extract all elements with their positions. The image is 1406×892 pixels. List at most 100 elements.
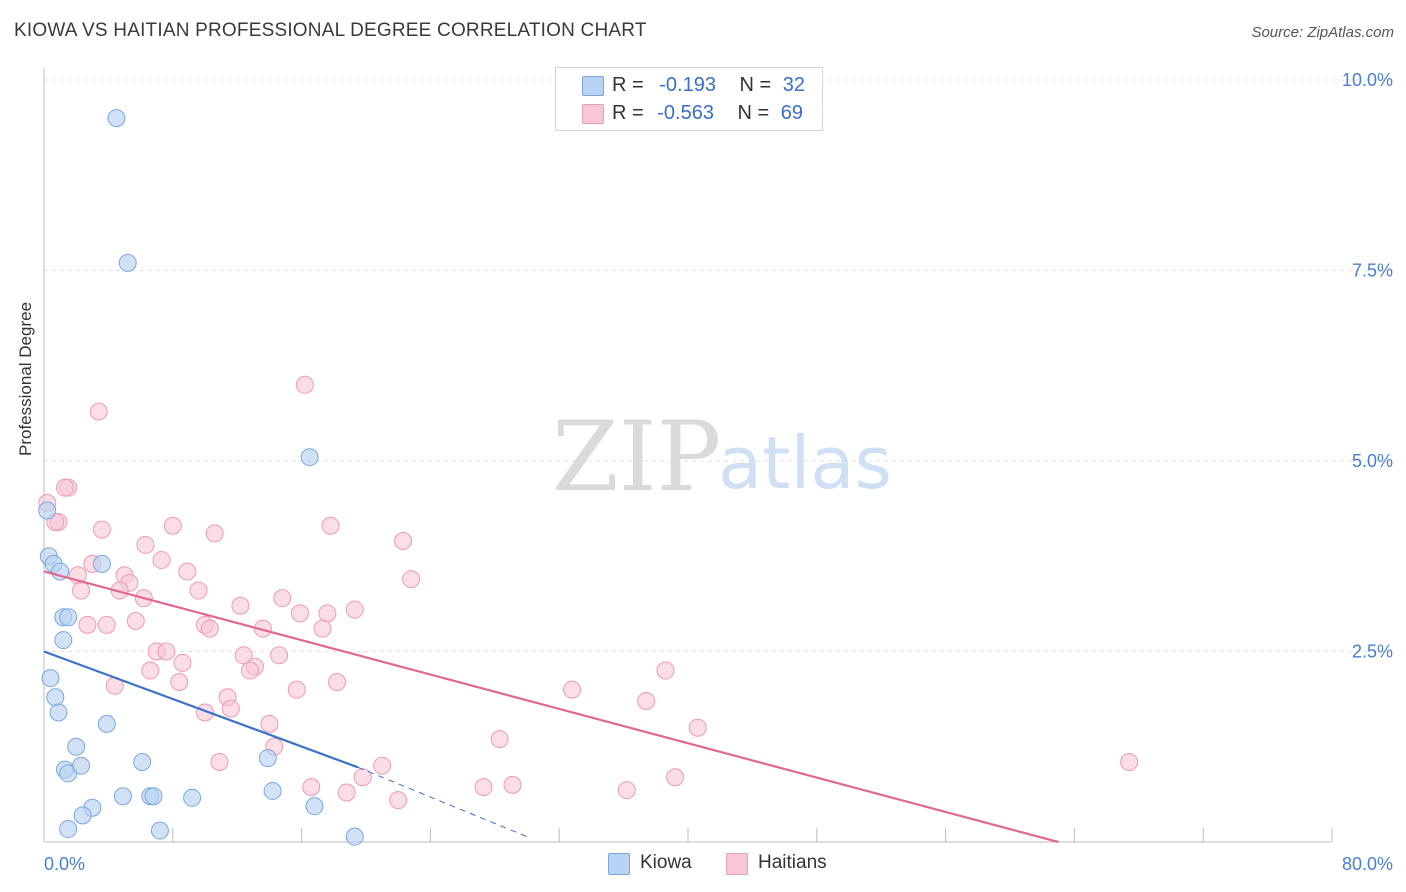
kiowa-point-0: [107, 109, 126, 128]
haitians-point-13: [152, 551, 171, 570]
kiowa-r-label: R =: [612, 74, 644, 96]
haitians-point-22: [189, 581, 208, 600]
haitians-swatch: [582, 104, 604, 124]
haitians-point-21: [72, 581, 91, 600]
legend-kiowa-swatch[interactable]: [608, 853, 630, 875]
kiowa-point-13: [49, 703, 68, 722]
kiowa-point-23: [144, 787, 163, 806]
haitians-point-12: [136, 535, 155, 554]
kiowa-point-29: [150, 821, 169, 840]
kiowa-point-20: [258, 749, 277, 768]
gridlines: [44, 79, 1392, 652]
watermark-atlas: atlas: [718, 421, 892, 505]
haitians-point-67: [617, 781, 636, 800]
haitians-point-35: [313, 619, 332, 638]
tick-labels: 2.5% 5.0% 7.5% 10.0% 0.0% 80.0%: [44, 70, 1393, 874]
haitians-r-value: -0.563: [657, 102, 714, 124]
kiowa-swatch: [582, 76, 604, 96]
source-label: Source: ZipAtlas.com: [1251, 24, 1394, 41]
kiowa-n-value: 32: [782, 74, 806, 96]
haitians-point-51: [637, 692, 656, 711]
haitians-point-63: [302, 778, 321, 797]
y-tick-label-2: 7.5%: [1352, 261, 1393, 281]
x-tick-label-1: 80.0%: [1342, 854, 1393, 874]
kiowa-point-2: [300, 448, 319, 467]
haitians-point-55: [688, 718, 707, 737]
stats-legend: R = -0.193 N = 32 R = -0.563 N = 69: [555, 67, 823, 131]
haitians-trend-line: [43, 570, 1059, 844]
legend-kiowa-label[interactable]: Kiowa: [640, 852, 692, 873]
kiowa-point-11: [41, 669, 60, 688]
kiowa-point-24: [183, 788, 202, 807]
legend-haitians-label[interactable]: Haitians: [758, 852, 827, 873]
kiowa-point-27: [73, 806, 92, 825]
haitians-point-37: [157, 642, 176, 661]
kiowa-point-9: [59, 608, 78, 627]
kiowa-point-30: [305, 797, 324, 816]
haitians-point-45: [328, 672, 347, 691]
haitians-point-46: [656, 661, 675, 680]
x-tick-label-0: 0.0%: [44, 854, 85, 874]
haitians-point-62: [353, 768, 372, 787]
haitians-point-42: [241, 661, 260, 680]
haitians-point-58: [210, 752, 229, 771]
haitians-points: [38, 375, 1139, 810]
kiowa-point-7: [92, 554, 111, 573]
kiowa-point-18: [72, 756, 91, 775]
haitians-point-43: [141, 661, 160, 680]
watermark: ZIP atlas: [552, 401, 892, 513]
haitians-point-27: [318, 604, 337, 623]
kiowa-point-19: [133, 752, 152, 771]
haitians-point-39: [270, 646, 289, 665]
kiowa-point-3: [38, 501, 57, 520]
haitians-point-11: [394, 532, 413, 551]
kiowa-point-25: [263, 781, 282, 800]
kiowa-point-28: [59, 820, 78, 839]
haitians-point-25: [231, 596, 250, 615]
haitians-point-65: [474, 778, 493, 797]
kiowa-point-1: [118, 253, 137, 272]
kiowa-point-31: [345, 827, 364, 846]
trend-lines: [43, 570, 1059, 844]
haitians-point-66: [503, 775, 522, 794]
haitians-point-8: [163, 516, 182, 535]
kiowa-point-14: [97, 714, 116, 733]
kiowa-trend-extension: [357, 766, 528, 838]
haitians-n-value: 69: [780, 102, 804, 124]
haitians-n-label: N =: [737, 102, 770, 124]
kiowa-trend-line: [43, 650, 359, 769]
haitians-point-29: [78, 615, 97, 634]
legend-haitians-swatch[interactable]: [726, 853, 748, 875]
haitians-point-49: [563, 680, 582, 699]
haitians-point-24: [273, 589, 292, 608]
haitians-point-33: [200, 619, 219, 638]
haitians-point-26: [290, 604, 309, 623]
haitians-point-64: [337, 783, 356, 802]
kiowa-r-value: -0.193: [659, 74, 716, 96]
watermark-zip: ZIP: [552, 401, 721, 513]
y-tick-label-1: 5.0%: [1352, 451, 1393, 471]
haitians-point-2: [89, 402, 108, 421]
kiowa-point-21: [113, 787, 132, 806]
haitians-point-59: [373, 756, 392, 775]
kiowa-points: [38, 109, 364, 846]
haitians-point-17: [178, 562, 197, 581]
haitians-point-31: [126, 612, 145, 631]
y-tick-label-3: 10.0%: [1342, 70, 1393, 90]
haitians-point-61: [666, 768, 685, 787]
axes: [43, 68, 1333, 843]
haitians-point-54: [260, 714, 279, 733]
haitians-point-1: [295, 375, 314, 394]
haitians-point-9: [205, 524, 224, 543]
haitians-r-label: R =: [612, 102, 644, 124]
haitians-point-56: [490, 730, 509, 749]
haitians-point-28: [345, 600, 364, 619]
haitians-point-18: [402, 570, 421, 589]
haitians-point-38: [234, 646, 253, 665]
haitians-point-7: [92, 520, 111, 539]
haitians-point-60: [1120, 752, 1139, 771]
kiowa-point-10: [54, 631, 73, 650]
haitians-point-68: [389, 791, 408, 810]
haitians-point-40: [173, 653, 192, 672]
